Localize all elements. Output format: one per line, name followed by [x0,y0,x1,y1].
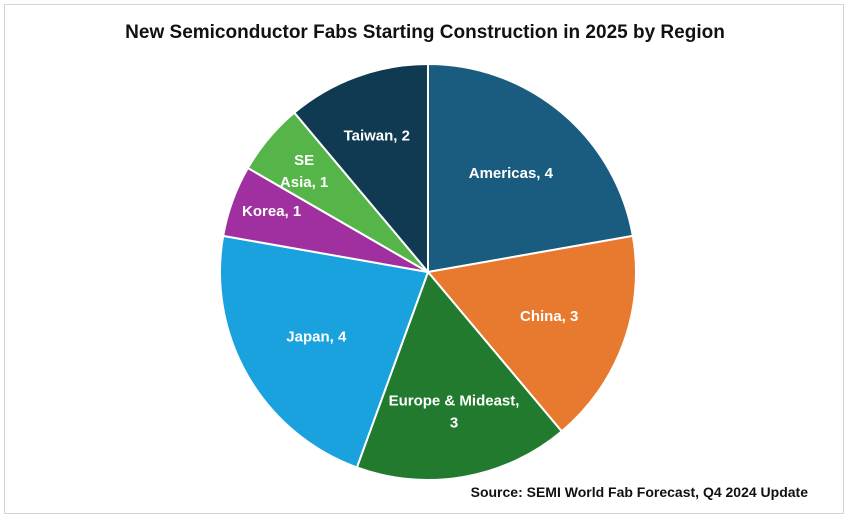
pie-slice-china [426,234,637,433]
pie-slice-taiwan [292,62,429,275]
pie-slice-japan [219,234,430,469]
slice-label-se-asia: SE Asia, 1 [280,152,328,191]
pie-slices [219,62,637,481]
pie-labels: Americas, 4 China, 3 Europe & Mideast, 3 Jap… [242,127,578,431]
slice-label-europe-mideast: Europe & Mideast, 3 [389,392,520,431]
pie-slice-europe-mideast [355,270,564,481]
slice-label-korea: Korea, 1 [242,203,301,220]
slice-label-china: China, 3 [520,308,578,325]
slice-label-americas: Americas, 4 [469,165,554,182]
slice-label-japan: Japan, 4 [286,328,347,345]
chart-title: New Semiconductor Fabs Starting Construc… [125,22,725,43]
chart-source: Source: SEMI World Fab Forecast, Q4 2024… [470,484,808,500]
slice-label-taiwan: Taiwan, 2 [344,127,410,144]
pie-slice-americas [427,62,634,274]
